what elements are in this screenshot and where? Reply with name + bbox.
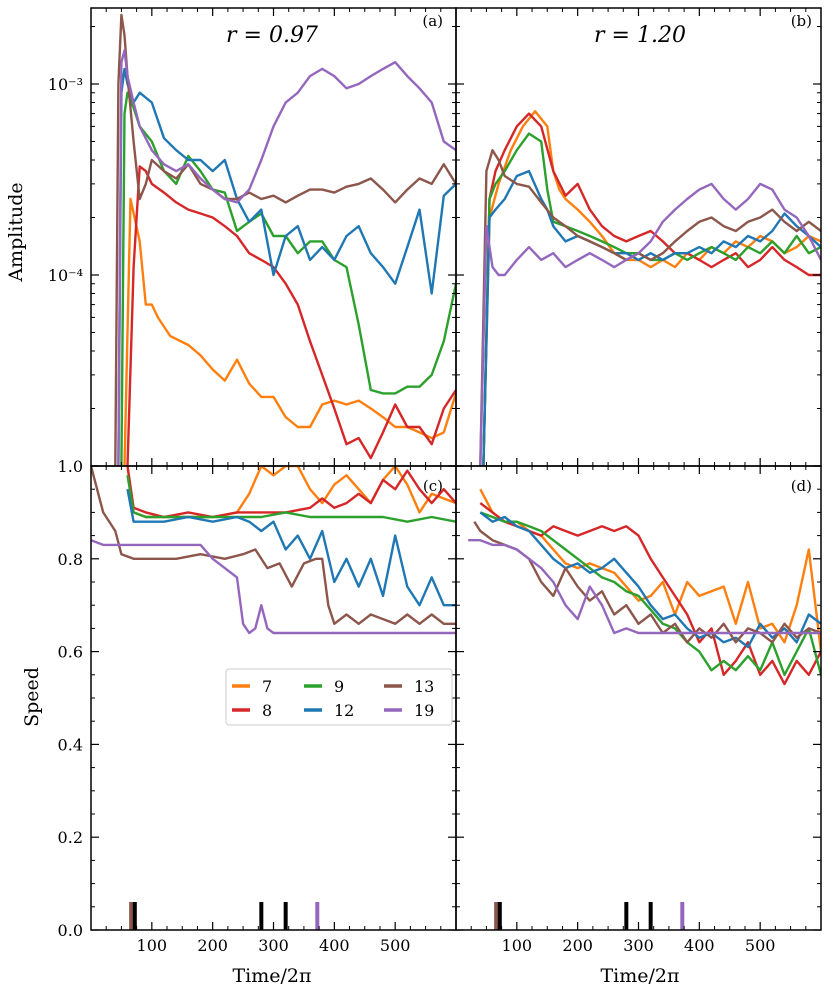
legend: 7 8 9 12 13 19: [225, 668, 453, 726]
panel-c-series-12: [126, 488, 456, 607]
panel-b-series-13: [479, 149, 821, 466]
panel-b-series-12: [482, 169, 821, 466]
panel-c-ytick-label-0.8: 0.8: [58, 550, 83, 569]
panel-d-series-9: [479, 511, 821, 676]
panel-a-series-12: [117, 67, 456, 466]
panel-c-xtick-label-500: 500: [380, 936, 411, 955]
panel-d-plot: [468, 488, 821, 930]
panel-b-tag: (b): [791, 12, 812, 30]
panel-a-series-19: [117, 49, 456, 466]
panel-d-xtick-label-400: 400: [684, 936, 715, 955]
x-axis-label-left: Time/2π: [233, 965, 312, 987]
panel-c-xtick-label-400: 400: [319, 936, 350, 955]
panel-c-plot: [91, 466, 456, 930]
panel-b-title: r = 1.20: [594, 23, 686, 48]
panel-b-plot: [479, 110, 821, 466]
panel-a-series-9: [120, 91, 456, 466]
panel-b-series-19: [479, 182, 821, 466]
legend-label-8: 8: [262, 701, 272, 720]
panel-c-xtick-label-200: 200: [197, 936, 228, 955]
panel-c-ytick-label-1: 1.0: [58, 457, 83, 476]
panel-d-xtick-label-100: 100: [502, 936, 533, 955]
panel-a-series-8: [126, 165, 456, 466]
panel-c-ytick-label-0: 0.0: [58, 921, 83, 940]
speed-axis-label: Speed: [21, 667, 43, 727]
panel-a-ytick-label: 10⁻⁴: [48, 266, 83, 285]
panel-c-tag: (c): [423, 477, 443, 495]
panel-c-xtick-label-100: 100: [137, 936, 168, 955]
panel-d-series-8: [479, 502, 821, 686]
legend-label-19: 19: [414, 701, 434, 720]
panel-b-series-7: [482, 110, 821, 466]
panel-a-title: r = 0.97: [226, 23, 318, 48]
panel-c-xtick-label-300: 300: [258, 936, 289, 955]
legend-label-7: 7: [262, 677, 272, 696]
panel-d-xtick-label-200: 200: [562, 936, 593, 955]
panel-c-series-13: [91, 466, 456, 625]
panel-c-ytick-label-0.6: 0.6: [58, 643, 83, 662]
panel-c-series-19: [91, 539, 456, 635]
panel-c-series-9: [126, 475, 456, 523]
panel-d-tag: (d): [791, 477, 812, 495]
amplitude-axis-label: Amplitude: [5, 182, 27, 282]
panel-a-tag: (a): [422, 12, 443, 30]
panel-d-series-7: [479, 488, 821, 652]
panel-a-ytick-label: 10⁻³: [48, 75, 83, 94]
legend-label-13: 13: [414, 677, 434, 696]
panel-a-series-7: [123, 197, 456, 466]
panel-c-series-8: [126, 466, 456, 519]
panel-c-ytick-label-0.4: 0.4: [58, 735, 83, 754]
panel-c-ytick-label-0.2: 0.2: [58, 828, 83, 847]
panel-a-series-13: [114, 13, 456, 466]
panel-a-plot: [114, 13, 456, 466]
panel-d-xtick-label-300: 300: [623, 936, 654, 955]
panel-d-series-12: [479, 511, 821, 649]
panel-d-xtick-label-500: 500: [745, 936, 776, 955]
legend-label-12: 12: [334, 701, 354, 720]
x-axis-label-right: Time/2π: [601, 965, 680, 987]
panel-b-series-8: [482, 112, 821, 466]
legend-label-9: 9: [334, 677, 344, 696]
panel-d-series-19: [468, 539, 821, 635]
